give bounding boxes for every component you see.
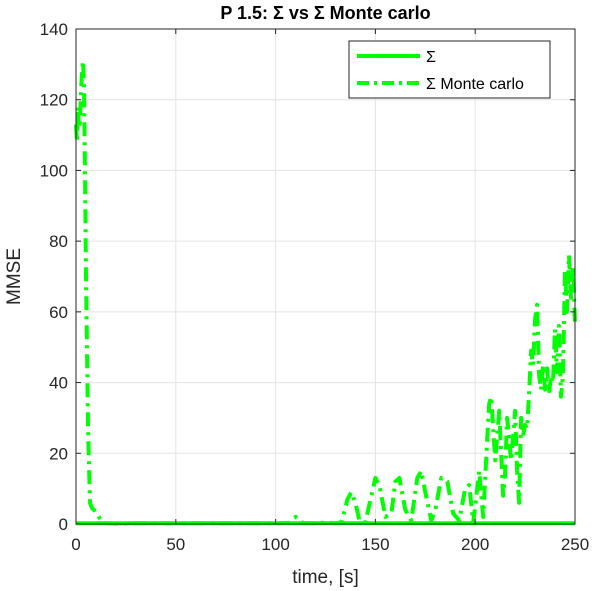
y-tick-label: 40 (49, 374, 68, 393)
x-axis-label: time, [s] (292, 567, 359, 588)
y-tick-label: 60 (49, 303, 68, 322)
legend-label-sigma: Σ (426, 49, 436, 66)
x-tick-label: 250 (561, 535, 589, 554)
x-tick-label: 50 (166, 535, 185, 554)
y-tick-label: 140 (40, 20, 68, 39)
y-axis-label: MMSE (4, 248, 25, 305)
legend-label-monte-carlo: Σ Monte carlo (426, 76, 524, 93)
x-tick-label: 0 (71, 535, 80, 554)
tick-labels: 0 50 100 150 200 250 0 20 40 60 80 100 120 140 (40, 20, 590, 554)
y-tick-label: 80 (49, 232, 68, 251)
grid (76, 29, 575, 524)
y-tick-label: 100 (40, 161, 68, 180)
x-tick-label: 100 (261, 535, 289, 554)
series-line-1 (74, 58, 577, 526)
x-tick-label: 200 (461, 535, 489, 554)
chart-title: P 1.5: Σ vs Σ Monte carlo (220, 3, 430, 23)
legend-box (348, 40, 551, 99)
y-tick-label: 0 (59, 515, 68, 534)
series-layer (74, 58, 577, 526)
x-tick-label: 150 (361, 535, 389, 554)
axes-box (75, 28, 576, 525)
plot-area (76, 29, 575, 524)
y-tick-label: 120 (40, 91, 68, 110)
legend: Σ Σ Monte carlo (348, 40, 551, 99)
ticks (75, 28, 576, 525)
y-tick-label: 20 (49, 444, 68, 463)
